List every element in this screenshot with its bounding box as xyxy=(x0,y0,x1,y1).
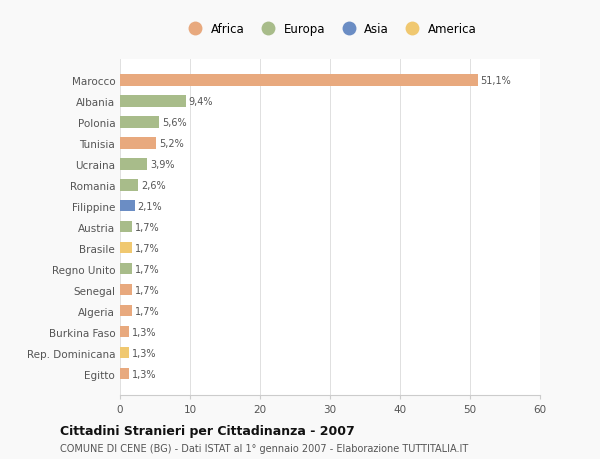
Text: 51,1%: 51,1% xyxy=(481,76,511,86)
Bar xyxy=(120,263,132,275)
Bar xyxy=(120,117,159,128)
Bar xyxy=(120,347,129,358)
Bar xyxy=(120,159,148,170)
Text: 5,2%: 5,2% xyxy=(159,139,184,148)
Bar xyxy=(120,284,132,296)
Text: 1,7%: 1,7% xyxy=(134,306,160,316)
Text: 1,7%: 1,7% xyxy=(134,222,160,232)
Bar xyxy=(120,221,132,233)
Text: 9,4%: 9,4% xyxy=(188,96,213,106)
Text: 3,9%: 3,9% xyxy=(150,159,175,169)
Text: 5,6%: 5,6% xyxy=(162,118,187,128)
Bar xyxy=(120,326,129,338)
Bar xyxy=(120,96,186,107)
Bar xyxy=(120,201,134,212)
Bar xyxy=(120,368,129,380)
Text: 2,6%: 2,6% xyxy=(141,180,166,190)
Text: Cittadini Stranieri per Cittadinanza - 2007: Cittadini Stranieri per Cittadinanza - 2… xyxy=(60,424,355,437)
Bar xyxy=(120,305,132,317)
Bar xyxy=(120,138,157,149)
Text: 1,3%: 1,3% xyxy=(132,369,157,379)
Text: 2,1%: 2,1% xyxy=(137,202,162,211)
Text: 1,3%: 1,3% xyxy=(132,348,157,358)
Text: 1,7%: 1,7% xyxy=(134,243,160,253)
Bar xyxy=(120,75,478,86)
Text: COMUNE DI CENE (BG) - Dati ISTAT al 1° gennaio 2007 - Elaborazione TUTTITALIA.IT: COMUNE DI CENE (BG) - Dati ISTAT al 1° g… xyxy=(60,443,468,453)
Bar xyxy=(120,179,138,191)
Text: 1,7%: 1,7% xyxy=(134,264,160,274)
Text: 1,3%: 1,3% xyxy=(132,327,157,337)
Legend: Africa, Europa, Asia, America: Africa, Europa, Asia, America xyxy=(179,19,481,41)
Text: 1,7%: 1,7% xyxy=(134,285,160,295)
Bar xyxy=(120,242,132,254)
